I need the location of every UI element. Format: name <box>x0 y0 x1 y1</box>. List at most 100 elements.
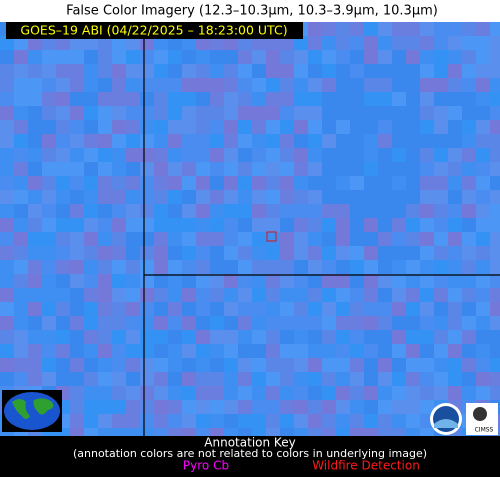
pixel <box>378 50 392 64</box>
pixel <box>210 400 224 414</box>
pixel <box>434 316 448 330</box>
pixel <box>0 344 14 358</box>
pixel <box>378 36 392 50</box>
pixel <box>294 148 308 162</box>
pixel <box>210 134 224 148</box>
pixel <box>350 400 364 414</box>
pixel <box>476 120 490 134</box>
detection-box <box>266 231 277 242</box>
pixel <box>364 358 378 372</box>
pixel <box>84 246 98 260</box>
pixel <box>70 246 84 260</box>
pixel <box>266 134 280 148</box>
pixel <box>140 148 154 162</box>
pixel <box>420 372 434 386</box>
pixel <box>182 414 196 428</box>
pixel <box>294 218 308 232</box>
pixel <box>406 288 420 302</box>
pixel <box>182 134 196 148</box>
pixel <box>350 330 364 344</box>
pixel <box>238 414 252 428</box>
pixel <box>280 78 294 92</box>
pixel <box>378 232 392 246</box>
pixel <box>238 386 252 400</box>
pixel <box>112 50 126 64</box>
pixel <box>70 64 84 78</box>
pixel <box>182 330 196 344</box>
pixel <box>140 78 154 92</box>
pixel <box>70 358 84 372</box>
pixel <box>322 134 336 148</box>
pixel <box>364 204 378 218</box>
pixel <box>252 120 266 134</box>
pixel <box>70 50 84 64</box>
pixel <box>392 176 406 190</box>
pixel <box>154 358 168 372</box>
pixel <box>84 78 98 92</box>
pixel <box>224 414 238 428</box>
pixel <box>406 260 420 274</box>
pixel <box>140 428 154 436</box>
pixel <box>126 50 140 64</box>
pixel <box>84 260 98 274</box>
pixel <box>392 386 406 400</box>
pixel <box>336 428 350 436</box>
pixel <box>252 78 266 92</box>
pixel <box>140 414 154 428</box>
pixel <box>266 190 280 204</box>
pixel <box>238 148 252 162</box>
pixel <box>364 372 378 386</box>
pixel <box>448 36 462 50</box>
pixel <box>126 64 140 78</box>
pixel <box>238 106 252 120</box>
pixel <box>336 64 350 78</box>
pixel <box>140 330 154 344</box>
pixel <box>350 232 364 246</box>
pixel <box>252 218 266 232</box>
pixel <box>0 78 14 92</box>
pixel <box>462 36 476 50</box>
pixel <box>196 386 210 400</box>
pixel <box>448 260 462 274</box>
pixel <box>238 274 252 288</box>
pixel <box>126 288 140 302</box>
pixel <box>182 386 196 400</box>
pixel <box>364 232 378 246</box>
legend-item: Pyro Cb <box>183 459 229 473</box>
pixel <box>350 386 364 400</box>
pixel <box>196 316 210 330</box>
pixel <box>308 218 322 232</box>
pixel <box>70 36 84 50</box>
pixel <box>336 190 350 204</box>
pixel <box>350 288 364 302</box>
pixel <box>406 400 420 414</box>
pixel <box>84 358 98 372</box>
pixel <box>168 428 182 436</box>
pixel <box>350 372 364 386</box>
pixel <box>322 316 336 330</box>
pixel <box>336 148 350 162</box>
pixel <box>336 218 350 232</box>
pixel <box>210 288 224 302</box>
pixel <box>112 400 126 414</box>
pixel <box>154 204 168 218</box>
pixel <box>448 78 462 92</box>
pixel <box>322 428 336 436</box>
pixel <box>350 176 364 190</box>
pixel <box>112 274 126 288</box>
pixel <box>0 64 14 78</box>
pixel <box>420 22 434 36</box>
pixel <box>154 316 168 330</box>
pixel <box>266 36 280 50</box>
pixel <box>294 330 308 344</box>
pixel <box>98 288 112 302</box>
pixel <box>14 120 28 134</box>
pixel <box>182 78 196 92</box>
pixel <box>476 274 490 288</box>
pixel <box>42 204 56 218</box>
pixel <box>364 386 378 400</box>
pixel <box>350 218 364 232</box>
pixel <box>0 120 14 134</box>
pixel <box>476 344 490 358</box>
pixel <box>378 176 392 190</box>
